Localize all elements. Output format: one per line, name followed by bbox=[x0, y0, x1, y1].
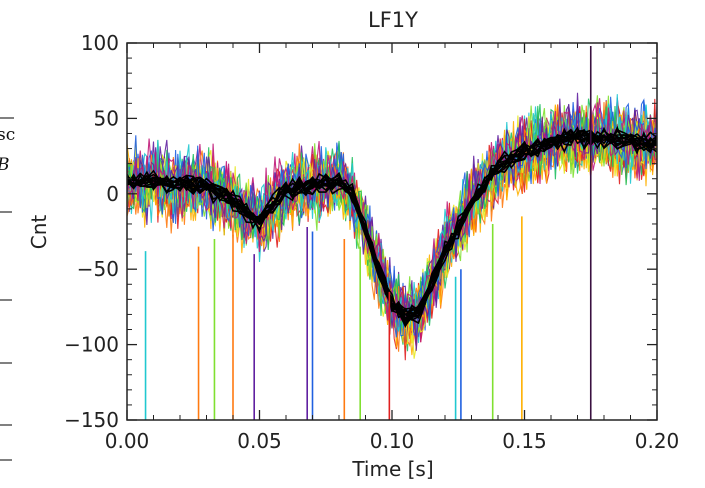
x-axis-title: Time [s] bbox=[351, 457, 433, 481]
y-tick-label: −50 bbox=[77, 257, 119, 281]
x-tick-label: 0.05 bbox=[237, 429, 282, 453]
fragment-text-2: B bbox=[0, 155, 10, 175]
y-tick-label: −100 bbox=[64, 333, 119, 357]
dark-trace bbox=[127, 127, 657, 315]
colored-trace bbox=[127, 92, 657, 351]
page-fragment: sc B bbox=[0, 117, 15, 461]
dark-trace bbox=[127, 129, 657, 328]
y-tick-label: 0 bbox=[106, 182, 119, 206]
y-tick-label: −150 bbox=[64, 408, 119, 432]
x-tick-label: 0.00 bbox=[105, 429, 150, 453]
dark-trace bbox=[127, 129, 657, 320]
fragment-text-1: sc bbox=[0, 125, 15, 145]
plot-layer bbox=[127, 46, 657, 420]
y-axis-title: Cnt bbox=[27, 215, 51, 250]
dark-trace bbox=[127, 130, 657, 326]
chart-title: LF1Y bbox=[368, 8, 418, 32]
x-tick-label: 0.20 bbox=[635, 429, 680, 453]
dark-trace bbox=[127, 129, 657, 320]
trace-group bbox=[127, 46, 657, 420]
x-tick-label: 0.10 bbox=[370, 429, 415, 453]
axes-layer: 0.00 0.05 0.10 0.15 0.20 100 50 0 −50 −100 −150 bbox=[64, 31, 679, 453]
x-tick-label: 0.15 bbox=[502, 429, 547, 453]
y-tick-label: 50 bbox=[94, 106, 119, 130]
y-tick-label: 100 bbox=[81, 31, 119, 55]
